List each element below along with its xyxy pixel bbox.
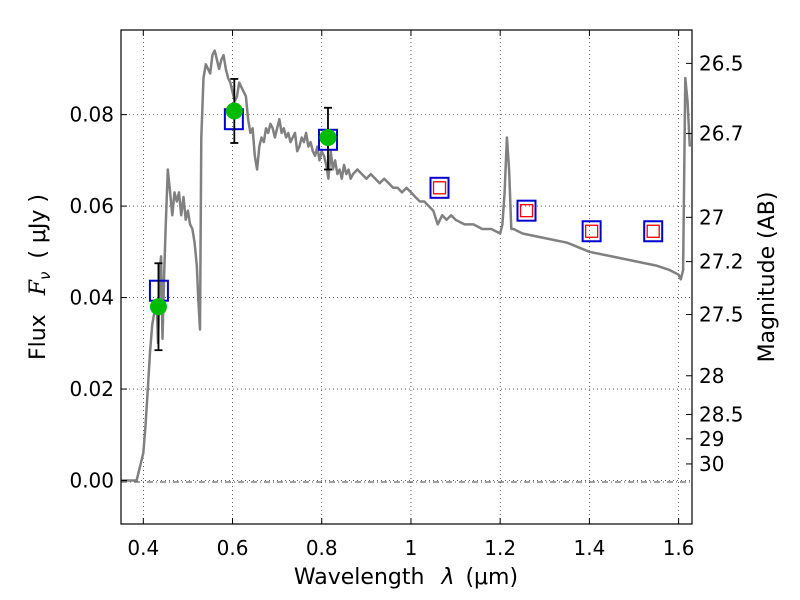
x-tick-label: 0.8 (306, 536, 338, 560)
filter-box (429, 176, 450, 199)
model-photometry-box (432, 181, 447, 195)
model-photometry-boxes (432, 181, 660, 238)
right-tick-label: 28.5 (699, 402, 744, 426)
right-tick-label: 28 (699, 364, 724, 388)
y-axis-label-unit: ( μJy ) (26, 194, 51, 259)
right-tick-label: 30 (699, 452, 724, 476)
x-tick-label: 1.4 (573, 536, 605, 560)
y-tick-label: 0.06 (69, 194, 114, 218)
filter-photometry-boxes (148, 108, 664, 302)
y-tick-label: 0.08 (69, 103, 114, 127)
model-photometry-box (646, 224, 660, 238)
y-axis-label-subscript: ν (36, 272, 54, 280)
y-tick-label: 0.00 (69, 469, 114, 493)
right-tick-label: 27.2 (699, 250, 744, 274)
right-tick-label: 26.7 (699, 122, 744, 146)
y-axis-label-symbol: F (26, 279, 51, 296)
model-spectrum-line (121, 49, 692, 482)
observed-points (149, 102, 337, 316)
x-axis-label-symbol: λ (440, 565, 454, 590)
model-photometry-box (584, 224, 599, 238)
x-axis-label: Wavelength λ (μm) (294, 565, 518, 590)
filter-box (581, 220, 602, 243)
x-tick-label: 1 (405, 536, 418, 560)
x-tick-label: 1.6 (663, 536, 695, 560)
filter-box (643, 220, 664, 243)
plot-frame (120, 29, 693, 525)
x-tick-label: 1.2 (484, 536, 516, 560)
observed-point (149, 298, 167, 316)
x-tick-label: 0.4 (127, 536, 159, 560)
x-axis-label-unit: (μm) (465, 565, 518, 590)
y-tick-label: 0.02 (69, 377, 114, 401)
right-axis-label: Magnitude (AB) (755, 192, 780, 363)
y-axis-ticks: 0.00 0.02 0.04 0.06 0.08 (69, 103, 127, 493)
x-tick-label: 0.6 (217, 536, 249, 560)
right-tick-label: 27 (699, 205, 724, 229)
y-axis-label: Flux Fν ( μJy ) (26, 194, 56, 360)
grid-lines (121, 30, 692, 524)
filter-box (516, 199, 537, 222)
x-axis-ticks: 0.4 0.6 0.8 1 1.2 1.4 1.6 (127, 30, 695, 560)
y-axis-label-text: Flux (26, 314, 51, 360)
observed-point (225, 102, 243, 120)
y-tick-label: 0.04 (69, 286, 114, 310)
right-tick-label: 27.5 (699, 302, 744, 326)
right-tick-label: 26.5 (699, 51, 744, 75)
right-tick-label: 29 (699, 427, 724, 451)
x-axis-label-text: Wavelength (294, 565, 425, 590)
model-photometry-box (519, 204, 534, 218)
observed-point (319, 128, 337, 146)
